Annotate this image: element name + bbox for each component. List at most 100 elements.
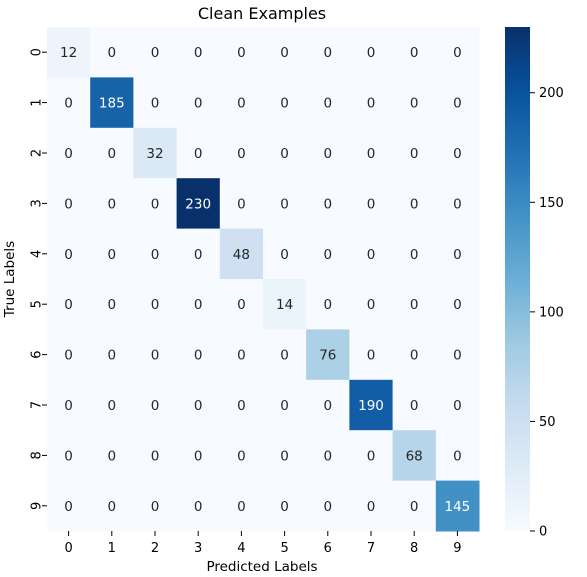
heatmap-cell-4-4 [219,228,264,280]
cell-value-label-2-5: 0 [280,146,289,162]
heatmap-cell-0-3 [176,27,221,78]
heatmap-cell-8-8 [392,430,437,482]
cell-value-label-0-9: 0 [453,45,462,61]
x-axis-label: Predicted Labels [206,559,317,575]
heatmap-cell-3-0 [47,178,91,230]
y-tick-label-6: 6 [30,350,45,358]
colorbar [505,27,530,531]
cell-value-label-5-2: 0 [151,297,160,313]
heatmap-cell-7-4 [219,379,264,431]
cell-value-label-7-1: 0 [108,398,117,414]
cell-value-label-8-3: 0 [194,448,203,464]
cell-value-label-7-8: 0 [410,398,419,414]
colorbar-tick-label-150: 150 [539,196,564,211]
cell-value-label-5-4: 0 [237,297,246,313]
heatmap-cell-3-1 [90,178,134,230]
cell-value-label-3-1: 0 [108,196,117,212]
heatmap-cell-2-9 [435,127,480,179]
cell-value-label-1-9: 0 [453,96,462,112]
cell-value-label-2-8: 0 [410,146,419,162]
cell-value-label-8-5: 0 [280,448,289,464]
heatmap-cell-8-9 [435,430,480,482]
heatmap-cell-1-4 [219,77,264,129]
cell-value-label-2-2: 32 [146,146,163,162]
heatmap-cell-5-6 [306,279,350,330]
y-tick-label-9: 9 [30,502,45,510]
heatmap-cell-5-2 [133,279,178,330]
x-tick-label-5: 5 [280,541,288,556]
heatmap-cell-6-0 [47,329,91,381]
cell-value-label-7-9: 0 [453,398,462,414]
cell-value-label-5-7: 0 [367,297,376,313]
cell-value-label-8-7: 0 [367,448,376,464]
heatmap-cell-6-2 [133,329,178,381]
y-tick-label-8: 8 [30,451,45,459]
heatmap-cell-6-6 [306,329,350,381]
cell-value-label-3-4: 0 [237,196,246,212]
cell-value-label-2-6: 0 [324,146,333,162]
cell-value-label-1-0: 0 [64,96,73,112]
heatmap-cell-5-9 [435,279,480,330]
cell-value-label-5-0: 0 [64,297,73,313]
heatmap-cell-5-5 [263,279,307,330]
heatmap-cell-0-0 [47,27,91,78]
cell-value-label-6-7: 0 [367,348,376,364]
heatmap-cell-5-4 [219,279,264,330]
heatmap-cell-2-6 [306,127,350,179]
heatmap-cell-2-7 [349,127,394,179]
cell-value-label-1-1: 185 [99,96,125,112]
heatmap-cell-4-8 [392,228,437,280]
heatmap-cell-5-3 [176,279,221,330]
cell-value-label-7-0: 0 [64,398,73,414]
heatmap-cell-5-1 [90,279,134,330]
cell-value-label-8-8: 68 [406,448,423,464]
heatmap-cell-0-7 [349,27,394,78]
cell-value-label-3-6: 0 [324,196,333,212]
heatmap-cell-4-2 [133,228,178,280]
heatmap-cell-8-1 [90,430,134,482]
cell-value-label-0-7: 0 [367,45,376,61]
cell-value-label-5-9: 0 [453,297,462,313]
cell-value-label-2-9: 0 [453,146,462,162]
heatmap-cell-9-9 [435,480,480,532]
cell-value-label-3-8: 0 [410,196,419,212]
chart-title: Clean Examples [198,4,326,23]
cell-value-label-6-3: 0 [194,348,203,364]
cell-value-label-6-4: 0 [237,348,246,364]
heatmap-cell-4-3 [176,228,221,280]
heatmap-cell-6-4 [219,329,264,381]
cell-value-label-4-7: 0 [367,247,376,263]
heatmap-cell-1-1 [90,77,134,129]
cell-value-label-4-4: 48 [233,247,250,263]
heatmap-cell-9-8 [392,480,437,532]
cell-value-label-4-8: 0 [410,247,419,263]
heatmap-cell-0-1 [90,27,134,78]
heatmap-cell-9-2 [133,480,178,532]
cell-value-label-5-3: 0 [194,297,203,313]
cell-value-label-6-6: 76 [319,348,336,364]
heatmap-cell-3-2 [133,178,178,230]
cell-value-label-0-8: 0 [410,45,419,61]
heatmap-cell-1-8 [392,77,437,129]
cell-value-label-0-1: 0 [108,45,117,61]
heatmap-cell-4-9 [435,228,480,280]
cell-value-label-4-2: 0 [151,247,160,263]
heatmap-cells [47,27,480,532]
cell-value-label-7-2: 0 [151,398,160,414]
y-tick-label-1: 1 [30,98,45,106]
colorbar-tick-label-100: 100 [539,305,564,320]
cell-value-label-8-6: 0 [324,448,333,464]
heatmap-cell-9-5 [263,480,307,532]
colorbar-tick-label-200: 200 [539,86,564,101]
heatmap-cell-9-4 [219,480,264,532]
heatmap-cell-8-5 [263,430,307,482]
cell-value-label-5-1: 0 [108,297,117,313]
cell-value-label-1-2: 0 [151,96,160,112]
heatmap-cell-9-7 [349,480,394,532]
cell-value-label-0-0: 12 [60,45,77,61]
heatmap-cell-3-7 [349,178,394,230]
cell-value-label-4-1: 0 [108,247,117,263]
y-axis-label: True Labels [2,241,18,318]
heatmap-cell-0-9 [435,27,480,78]
